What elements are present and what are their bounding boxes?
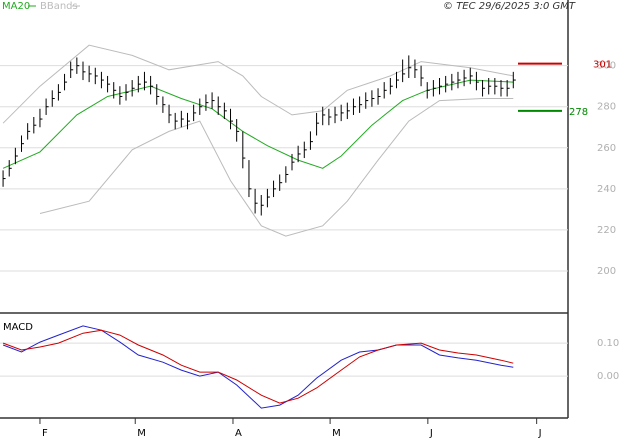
legend-ma: MA20 [2,1,30,12]
y-tick-label: 0.10 [597,338,619,349]
macd-title: MACD [3,322,33,333]
macd-line [2,325,514,409]
y-tick-label: 260 [597,143,616,154]
bollinger-band [2,44,514,124]
y-tick-label: 240 [597,184,616,195]
x-tick-label: A [235,428,242,439]
bollinger-band [39,98,514,237]
x-tick-label: M [137,428,146,439]
macd-line [2,329,514,404]
y-tick-label: 0.00 [597,371,619,382]
level-label: 278 [569,107,588,118]
x-tick-label: J [538,428,542,439]
y-tick-label: 200 [597,266,616,277]
y-tick-label: 220 [597,225,616,236]
y-tick-label: 280 [597,102,616,113]
credit: © TEC 29/6/2025 3:0 GMT [443,1,576,12]
legend-bbands: BBands [40,1,78,12]
y-tick-label: 300 [597,61,616,72]
ma-line [2,79,514,169]
x-tick-label: J [429,428,433,439]
x-tick-label: F [42,428,48,439]
level-label: 301 [593,60,612,71]
x-tick-label: M [332,428,341,439]
